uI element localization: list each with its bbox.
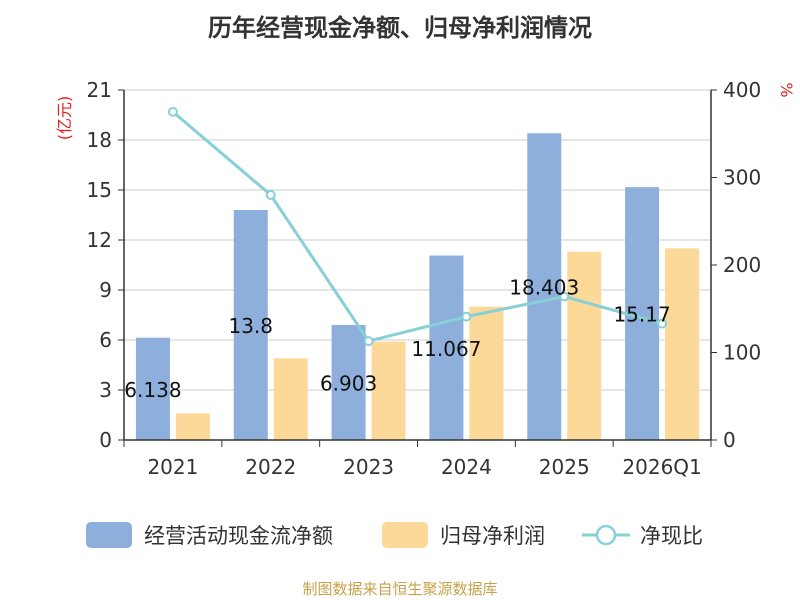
y-right-unit: % bbox=[777, 82, 796, 97]
x-tick-label: 2023 bbox=[343, 455, 394, 479]
x-tick-label: 2026Q1 bbox=[622, 455, 701, 479]
bar-cashflow bbox=[135, 337, 170, 440]
bar-cashflow bbox=[527, 133, 562, 441]
bar-netprofit bbox=[273, 358, 308, 440]
bar-cashflow bbox=[233, 210, 268, 440]
x-tick-label: 2025 bbox=[539, 455, 590, 479]
data-label: 6.903 bbox=[320, 371, 377, 395]
y-left-unit: (亿元) bbox=[55, 96, 74, 141]
line-point bbox=[559, 291, 570, 302]
bar-netprofit bbox=[665, 248, 700, 440]
x-tick-label: 2021 bbox=[147, 455, 198, 479]
gridlines bbox=[124, 89, 711, 391]
right-tick-label: 300 bbox=[723, 166, 761, 190]
left-tick-label: 9 bbox=[99, 278, 112, 302]
bar-cashflow bbox=[331, 324, 366, 440]
data-label: 15.17 bbox=[613, 303, 670, 327]
right-tick-label: 100 bbox=[723, 341, 761, 365]
line-point bbox=[265, 190, 276, 200]
right-tick-label: 200 bbox=[723, 253, 761, 277]
line-netcash-ratio bbox=[171, 110, 663, 343]
line-point bbox=[167, 106, 178, 117]
legend-swatch-netprofit bbox=[382, 522, 428, 548]
left-tick-label: 15 bbox=[87, 178, 112, 202]
left-tick-label: 6 bbox=[99, 328, 112, 352]
x-tick-label: 2022 bbox=[245, 455, 296, 479]
right-tick-label: 0 bbox=[723, 428, 736, 452]
bar-netprofit bbox=[469, 306, 504, 440]
data-label: 13.8 bbox=[228, 314, 273, 338]
legend-swatch-cashflow bbox=[86, 522, 132, 548]
bar-netprofit bbox=[567, 251, 602, 440]
legend-label-ratio: 净现比 bbox=[640, 524, 703, 548]
right-tick-label: 400 bbox=[723, 78, 761, 102]
data-label: 6.138 bbox=[124, 378, 181, 402]
left-tick-label: 3 bbox=[99, 378, 112, 402]
left-tick-label: 21 bbox=[87, 78, 112, 102]
data-labels: 6.138 13.8 6.903 11.067 18.403 15.17 bbox=[124, 276, 670, 402]
chart-title: 历年经营现金净额、归母净利润情况 bbox=[208, 14, 592, 42]
line-series bbox=[167, 106, 668, 347]
bar-netprofit bbox=[371, 341, 406, 440]
legend-label-cashflow: 经营活动现金流净额 bbox=[144, 524, 333, 548]
bar-cashflow bbox=[429, 255, 464, 440]
left-tick-label: 0 bbox=[99, 428, 112, 452]
bar-netprofit bbox=[175, 413, 210, 440]
left-tick-label: 18 bbox=[87, 128, 112, 152]
line-point bbox=[657, 318, 668, 329]
line-point bbox=[461, 311, 472, 322]
axes: 0 3 6 9 12 15 18 21 0 100 200 300 400 (亿元)% 2021 2022 20… bbox=[55, 78, 796, 479]
data-label: 11.067 bbox=[411, 337, 481, 361]
data-label: 18.403 bbox=[509, 276, 579, 300]
line-point bbox=[363, 336, 374, 347]
legend-label-netprofit: 归母净利润 bbox=[440, 524, 545, 548]
bars bbox=[135, 133, 700, 441]
legend: 经营活动现金流净额 归母净利润 净现比 bbox=[86, 522, 703, 548]
source-note: 制图数据来自恒生聚源数据库 bbox=[302, 580, 498, 598]
legend-swatch-marker bbox=[595, 524, 617, 546]
left-tick-label: 12 bbox=[87, 228, 112, 252]
x-tick-label: 2024 bbox=[441, 455, 492, 479]
